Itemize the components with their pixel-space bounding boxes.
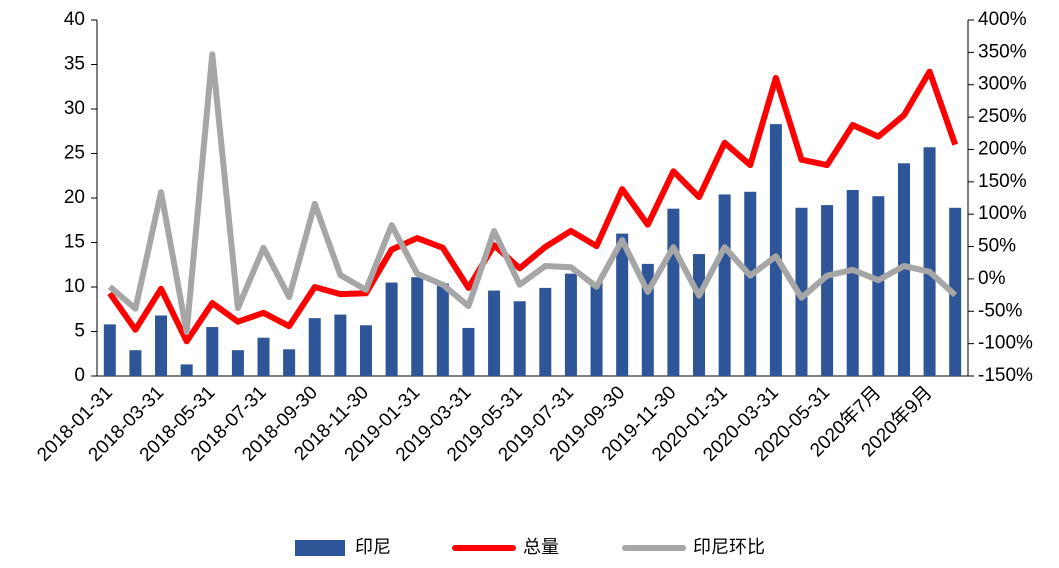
y-tick-label: 20 <box>64 187 85 208</box>
bar <box>283 349 296 376</box>
y2-tick-label: -50% <box>978 300 1022 321</box>
bar <box>769 124 782 376</box>
y-tick-label: 30 <box>64 98 85 119</box>
y2-tick-label: 100% <box>978 203 1027 224</box>
bar <box>462 327 475 376</box>
y2-tick-label: 50% <box>978 236 1016 257</box>
legend-label: 总量 <box>523 537 559 557</box>
bar <box>693 254 706 376</box>
y2-tick-label: 400% <box>978 9 1027 30</box>
bar <box>129 350 142 376</box>
y-tick-label: 25 <box>64 143 85 164</box>
bar <box>385 282 398 376</box>
bar <box>923 147 936 376</box>
bar <box>513 301 526 376</box>
legend-label: 印尼 <box>355 537 391 557</box>
bar <box>872 196 885 376</box>
y2-tick-label: -100% <box>978 333 1033 354</box>
bar <box>231 350 244 376</box>
line <box>107 68 959 345</box>
bar <box>667 208 680 376</box>
bar <box>206 327 219 376</box>
y2-tick-label: 250% <box>978 106 1027 127</box>
bar <box>744 191 757 376</box>
bar <box>308 318 321 376</box>
bar <box>436 283 449 376</box>
line <box>107 51 958 335</box>
bar <box>155 315 168 376</box>
y2-tick-label: 350% <box>978 41 1027 62</box>
y2-tick-label: -150% <box>978 365 1033 386</box>
y2-tick-label: 0% <box>978 268 1006 289</box>
bar <box>846 189 859 376</box>
bar <box>897 163 910 376</box>
y2-tick-label: 200% <box>978 138 1027 159</box>
bar <box>795 207 808 376</box>
y-tick-label: 5 <box>74 321 85 342</box>
bar <box>257 337 270 376</box>
bar <box>180 364 193 376</box>
y-tick-label: 35 <box>64 54 85 75</box>
legend-swatch <box>295 540 345 556</box>
bar <box>488 290 501 376</box>
legend-label: 印尼环比 <box>693 537 765 557</box>
bar <box>334 314 347 376</box>
bar <box>411 277 424 376</box>
y-tick-label: 40 <box>64 9 85 30</box>
bar <box>718 194 731 376</box>
bar <box>359 325 372 376</box>
y2-tick-label: 150% <box>978 171 1027 192</box>
y-tick-label: 15 <box>64 232 85 253</box>
y-tick-label: 0 <box>74 365 85 386</box>
bar <box>590 282 603 376</box>
y-tick-label: 10 <box>64 276 85 297</box>
bar <box>564 273 577 376</box>
bar <box>821 205 834 376</box>
y2-tick-label: 300% <box>978 74 1027 95</box>
bar <box>103 324 116 376</box>
bar <box>616 233 629 376</box>
bar <box>539 287 552 376</box>
